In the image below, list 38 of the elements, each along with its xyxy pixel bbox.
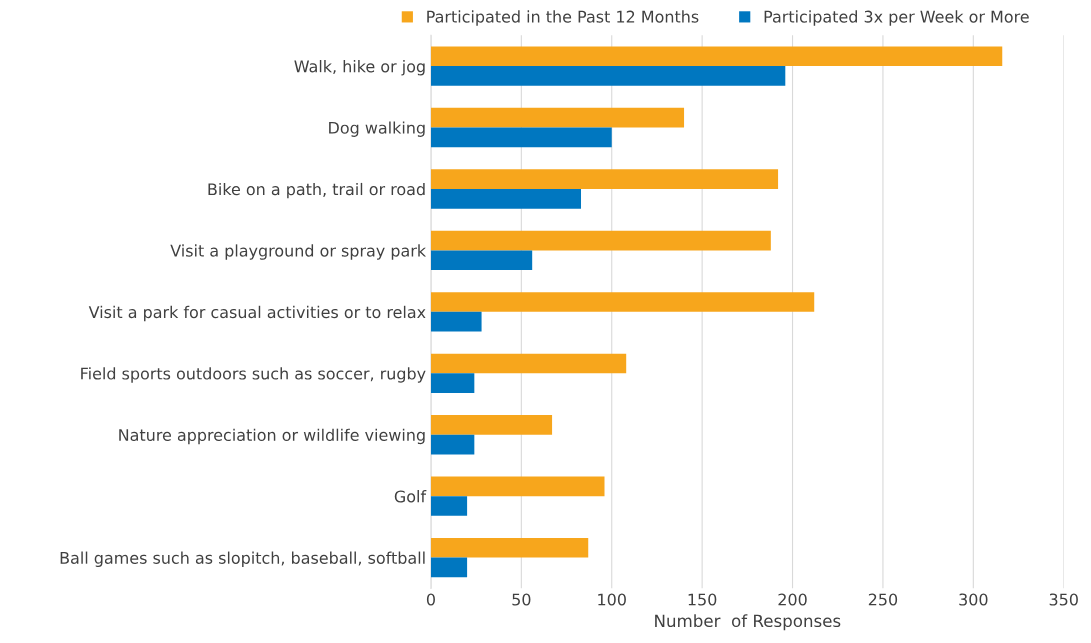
bar bbox=[430, 46, 1003, 67]
legend-label: Participated in the Past 12 Months bbox=[427, 10, 699, 26]
bar bbox=[430, 127, 612, 148]
bar bbox=[430, 415, 553, 435]
bar bbox=[430, 496, 468, 516]
x-tick-label: 100 bbox=[598, 593, 626, 606]
bar bbox=[430, 230, 771, 251]
bar bbox=[430, 169, 779, 189]
bar bbox=[430, 434, 475, 455]
y-tick-label: Dog walking bbox=[329, 121, 425, 137]
bar bbox=[430, 292, 815, 312]
bar bbox=[430, 311, 482, 332]
x-axis-title: Number of Responses bbox=[655, 614, 841, 631]
bar bbox=[430, 250, 533, 271]
x-tick-label: 50 bbox=[512, 593, 531, 606]
bar bbox=[430, 557, 468, 578]
y-tick-label: Golf bbox=[394, 490, 427, 503]
x-tick-label: 250 bbox=[868, 593, 898, 606]
bar bbox=[430, 373, 475, 393]
legend-label: Participated 3x per Week or More bbox=[764, 10, 1029, 26]
y-tick-label: Nature appreciation or wildlife viewing bbox=[119, 428, 425, 445]
bar bbox=[430, 476, 605, 497]
y-tick-label: Bike on a path, trail or road bbox=[208, 182, 425, 199]
bar bbox=[430, 188, 581, 209]
x-tick-label: 200 bbox=[778, 593, 807, 606]
y-tick-label: Visit a park for casual activities or to relax bbox=[88, 305, 426, 322]
bar bbox=[430, 537, 589, 558]
x-tick-label: 350 bbox=[1049, 593, 1078, 606]
y-tick-label: Field sports outdoors such as soccer, rugby bbox=[81, 367, 426, 383]
bar bbox=[430, 66, 786, 86]
y-tick-label: Ball games such as slopitch, baseball, softball bbox=[60, 551, 425, 568]
x-tick-label: 150 bbox=[688, 593, 717, 606]
y-tick-label: Visit a playground or spray park bbox=[170, 244, 427, 260]
bar bbox=[430, 107, 685, 128]
x-tick-label: 0 bbox=[426, 593, 435, 606]
x-tick-label: 300 bbox=[959, 593, 988, 606]
bar bbox=[430, 353, 627, 374]
y-tick-label: Walk, hike or jog bbox=[294, 60, 425, 76]
